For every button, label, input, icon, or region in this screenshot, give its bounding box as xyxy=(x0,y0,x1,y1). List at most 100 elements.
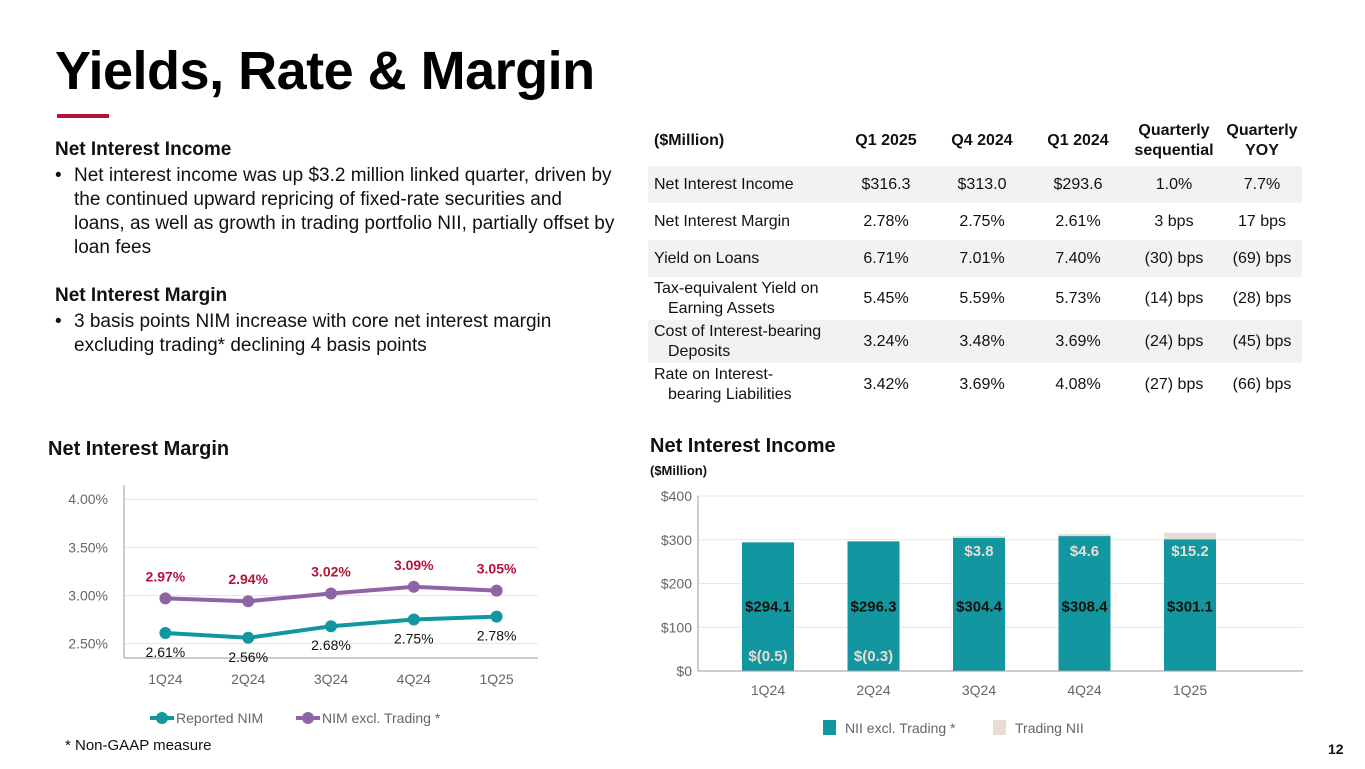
row-label-line: Net Interest Margin xyxy=(654,212,791,230)
table-cell: (27) bps xyxy=(1144,375,1204,393)
row-label-line: Tax-equivalent Yield on xyxy=(654,279,819,297)
legend-label: NII excl. Trading * xyxy=(845,720,956,736)
x-tick-label: 2Q24 xyxy=(856,682,890,698)
data-point xyxy=(159,626,172,639)
commentary-bullet: Net interest income was up $3.2 million … xyxy=(74,165,615,258)
legend-swatch-icon xyxy=(823,720,836,735)
data-label: 2.61% xyxy=(146,644,186,660)
table-cell: $293.6 xyxy=(1030,166,1126,203)
data-label: $4.6 xyxy=(1070,543,1099,560)
table-cell: (66) bps xyxy=(1232,375,1292,393)
table-row: Rate on Interest-bearing Liabilities 3.42… xyxy=(648,363,1302,406)
commentary-bullet: 3 basis points NIM increase with core ne… xyxy=(74,311,552,356)
data-label: 3.02% xyxy=(311,564,351,580)
table-cell: 5.45% xyxy=(863,289,909,307)
data-label: $296.3 xyxy=(851,598,897,615)
table-cell: (28) bps xyxy=(1232,289,1292,307)
legend-label: NIM excl. Trading * xyxy=(322,710,441,726)
column-header: Quarterly sequential xyxy=(1134,122,1214,159)
table-row: Net Interest Margin 2.78% 2.75% 2.61% 3 bps 1… xyxy=(648,203,1302,240)
x-tick-label: 3Q24 xyxy=(962,682,996,698)
data-label: $15.2 xyxy=(1171,543,1209,560)
bar-trading-nii xyxy=(953,536,1005,538)
nim-line-chart: 2.50% 3.00% 3.50% 4.00% 1Q24 2Q24 3Q24 4Q24 1Q25… xyxy=(68,485,538,726)
table-cell: 5.73% xyxy=(1055,289,1101,307)
column-header: ($Million) xyxy=(654,132,725,149)
row-label: Net Interest Income xyxy=(648,166,838,203)
commentary-nim: Net Interest Margin • 3 basis points NIM … xyxy=(55,284,615,358)
table-cell: 3.24% xyxy=(838,320,934,363)
bar-nii-excl-trading xyxy=(1058,536,1111,671)
row-label-line: Deposits xyxy=(668,342,731,360)
data-point xyxy=(242,631,255,644)
table-cell: 1.0% xyxy=(1126,166,1222,203)
table-cell: $313.0 xyxy=(934,166,1030,203)
y-tick-label: $400 xyxy=(661,488,692,504)
row-label-line: Net Interest Income xyxy=(654,175,794,193)
title-accent-rule xyxy=(57,114,109,118)
row-label: Cost of Interest-bearing Deposits xyxy=(648,320,838,363)
commentary-heading: Net Interest Margin xyxy=(55,285,228,306)
data-label: 2.78% xyxy=(477,628,517,644)
y-tick-label: $200 xyxy=(661,576,692,592)
table-cell: 6.71% xyxy=(838,240,934,277)
table-cell: 3.69% xyxy=(959,375,1005,393)
nii-bar-chart: $0 $100 $200 $300 $400 $294.1 $(0.5) 1Q24 $296.3… xyxy=(661,488,1303,736)
table-cell: 17 bps xyxy=(1237,212,1287,230)
bar-trading-nii xyxy=(1164,532,1216,540)
data-point xyxy=(407,613,420,626)
data-point xyxy=(325,620,337,633)
table-cell: 5.59% xyxy=(959,289,1005,307)
row-label-line: Earning Assets xyxy=(668,299,775,317)
column-header: Q1 2025 xyxy=(855,132,917,149)
y-tick-label: $100 xyxy=(661,619,692,635)
bar-trading-nii xyxy=(1058,534,1111,537)
table-cell: (14) bps xyxy=(1144,289,1204,307)
data-label: 2.75% xyxy=(394,631,434,647)
page-number: 12 xyxy=(1328,741,1344,757)
nii-chart-subtitle: ($Million) xyxy=(650,463,708,478)
bar-nii-excl-trading xyxy=(953,537,1005,671)
row-label: Rate on Interest-bearing Liabilities xyxy=(648,363,838,406)
row-label-line: bearing Liabilities xyxy=(668,385,792,403)
table-cell: $316.3 xyxy=(838,166,934,203)
data-label: $(0.3) xyxy=(854,648,893,665)
data-label: $308.4 xyxy=(1062,598,1109,615)
y-tick-label: 3.00% xyxy=(68,587,108,603)
column-header: Q4 2024 xyxy=(951,132,1013,149)
data-point xyxy=(159,592,172,605)
row-label-line: Rate on Interest- xyxy=(654,365,774,383)
bar-nii-excl-trading xyxy=(1164,539,1216,671)
table-cell: (24) bps xyxy=(1126,320,1222,363)
table-cell: 3 bps xyxy=(1154,212,1194,230)
table-row: Net Interest Income $316.3 $313.0 $293.6 1.0… xyxy=(648,166,1302,203)
data-label: $304.4 xyxy=(956,598,1003,615)
x-tick-label: 4Q24 xyxy=(397,671,431,687)
legend-label: Trading NII xyxy=(1015,720,1084,736)
bullet-icon: • xyxy=(55,165,62,186)
legend-label: Reported NIM xyxy=(176,710,263,726)
x-tick-label: 4Q24 xyxy=(1067,682,1101,698)
footnote: * Non-GAAP measure xyxy=(65,737,212,754)
data-label: $301.1 xyxy=(1167,598,1213,615)
table-cell: 7.01% xyxy=(934,240,1030,277)
nim-chart-title: Net Interest Margin xyxy=(48,438,230,460)
x-tick-label: 3Q24 xyxy=(314,671,348,687)
column-header: Q1 2024 xyxy=(1047,132,1109,149)
nii-chart-title: Net Interest Income xyxy=(650,435,836,457)
data-label: $(0.5) xyxy=(748,648,787,665)
x-tick-label: 1Q24 xyxy=(751,682,785,698)
table-cell: (30) bps xyxy=(1126,240,1222,277)
row-label: Tax-equivalent Yield on Earning Assets xyxy=(648,277,838,320)
commentary-nii: Net Interest Income • Net interest income… xyxy=(55,138,615,260)
data-point xyxy=(490,610,503,623)
table-row: Yield on Loans 6.71% 7.01% 7.40% (30) bps (69… xyxy=(648,240,1302,277)
table-cell: 2.75% xyxy=(959,212,1005,230)
data-label: 3.05% xyxy=(477,561,517,577)
data-point xyxy=(242,595,255,608)
data-label: 2.97% xyxy=(146,568,186,584)
data-label: $3.8 xyxy=(964,543,993,560)
column-header: Quarterly YOY xyxy=(1226,122,1298,159)
bar-nii-excl-trading xyxy=(847,541,900,671)
table-row: Tax-equivalent Yield on Earning Assets 5.4… xyxy=(648,277,1302,320)
